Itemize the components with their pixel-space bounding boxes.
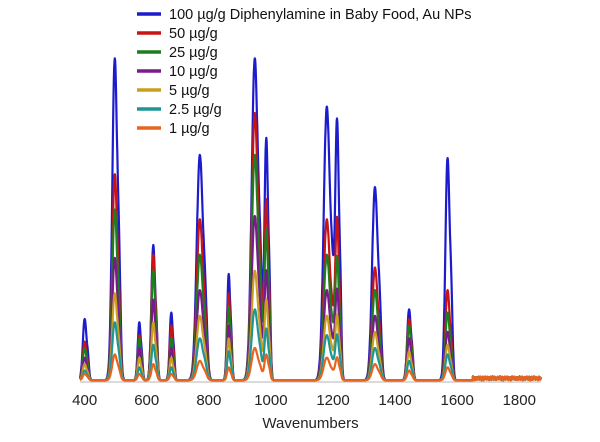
series-line-6: [79, 346, 543, 382]
legend-label: 100 µg/g Diphenylamine in Baby Food, Au …: [169, 7, 472, 23]
x-axis-title: Wavenumbers: [262, 415, 358, 432]
x-tick-label: 600: [134, 392, 159, 409]
legend-label: 50 µg/g: [169, 26, 218, 42]
x-tick-label: 400: [72, 392, 97, 409]
x-tick-label: 1600: [440, 392, 473, 409]
x-axis: 400 600 800 1000 1200 1400 1600 1800: [72, 381, 541, 409]
x-tick-label: 1400: [378, 392, 411, 409]
x-tick-label: 1000: [254, 392, 287, 409]
x-tick-label: 1200: [316, 392, 349, 409]
x-tick-label: 800: [196, 392, 221, 409]
legend-label: 5 µg/g: [169, 83, 210, 99]
legend-label: 2.5 µg/g: [169, 102, 222, 118]
legend-label: 25 µg/g: [169, 45, 218, 61]
series-layer: [78, 57, 543, 382]
legend-label: 1 µg/g: [169, 121, 210, 137]
x-tick-label: 1800: [503, 392, 536, 409]
series-line-1: [78, 111, 543, 382]
legend: 100 µg/g Diphenylamine in Baby Food, Au …: [137, 7, 472, 137]
legend-label: 10 µg/g: [169, 64, 218, 80]
series-line-0: [78, 57, 543, 382]
